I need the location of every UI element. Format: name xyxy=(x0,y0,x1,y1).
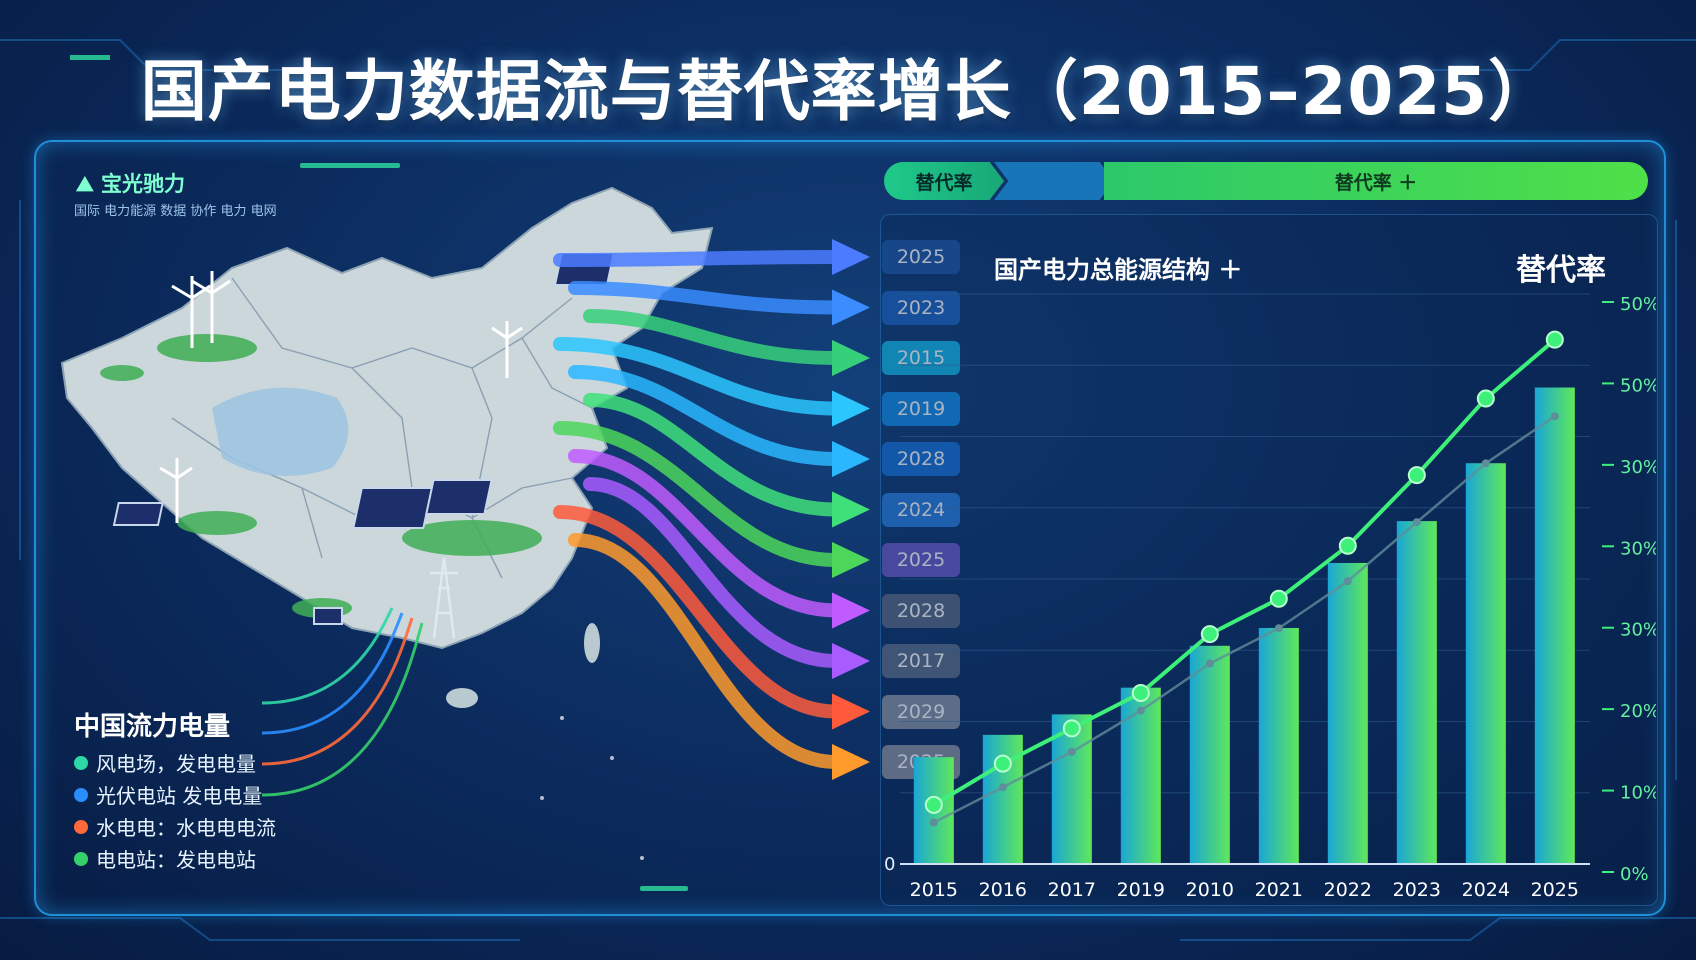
bar-line-chart: 50% 50% 30% 30% 30% 20% 10% 0% 0 2015 2016 2017 2019… xyxy=(884,293,1656,901)
line-point xyxy=(1136,706,1145,715)
legend-item-hydro: 水电电：水电电电流 xyxy=(74,812,276,841)
bar xyxy=(1189,645,1230,864)
brand-logo: ⛰ 宝光驰力 xyxy=(76,168,185,198)
year-pill: 2017 xyxy=(882,644,960,678)
tab-replacement-rate-2[interactable]: 替代率 ＋ xyxy=(1104,162,1648,200)
brand-subtitle: 国际 电力能源 数据 协作 电力 电网 xyxy=(74,204,277,219)
legend-dot xyxy=(74,851,88,866)
legend-label: 电电站：发电电站 xyxy=(96,848,256,872)
year-pill: 2023 xyxy=(882,290,960,325)
legend-dot xyxy=(74,787,88,802)
line-point xyxy=(1205,659,1214,668)
line-point xyxy=(1550,412,1559,421)
x-tick-label: 2024 xyxy=(1462,879,1510,901)
line-point xyxy=(1067,747,1076,756)
bar xyxy=(1396,521,1437,864)
bar xyxy=(1258,627,1299,864)
power-tower-icon xyxy=(430,557,458,639)
bar xyxy=(982,734,1023,864)
line-point xyxy=(1274,624,1283,633)
line-point xyxy=(1407,466,1426,485)
line-point xyxy=(1131,684,1150,702)
x-tick-label: 2019 xyxy=(1117,879,1165,901)
right-tick-label: 50% xyxy=(1620,375,1656,396)
right-tick-label: 0% xyxy=(1620,864,1649,885)
hainan-island xyxy=(446,688,478,708)
line-point xyxy=(924,795,943,814)
right-tick-label: 30% xyxy=(1620,620,1656,641)
line-series-secondary xyxy=(933,415,1556,824)
legend-item-wind: 风电场，发电电量 xyxy=(74,748,256,777)
year-pill: 2019 xyxy=(882,391,960,426)
bar xyxy=(1465,463,1506,864)
year-pill: 2028 xyxy=(882,593,960,628)
tab-spacer xyxy=(994,162,1114,200)
china-map xyxy=(60,186,714,860)
year-pill: 2024 xyxy=(882,492,960,527)
chart-right-axis-title: 替代率 xyxy=(1516,253,1606,288)
tab-label: 替代率 ＋ xyxy=(1334,171,1418,194)
x-tick-label: 2025 xyxy=(1531,879,1579,901)
brand-name: 宝光驰力 xyxy=(100,172,185,196)
x-tick-label: 2021 xyxy=(1255,879,1303,901)
page-title: 国产电力数据流与替代率增长（2015–2025） xyxy=(140,53,1556,130)
legend-connectors xyxy=(261,607,424,797)
tab-bar: 替代率 替代率 ＋ xyxy=(884,162,1648,200)
line-point xyxy=(1269,589,1288,608)
year-pill: 2029 xyxy=(882,694,960,729)
x-tick-label: 2017 xyxy=(1048,879,1096,901)
x-tick-label: 2022 xyxy=(1324,879,1372,901)
year-pill: 2025 xyxy=(882,240,960,274)
map-panel: ⛰ 宝光驰力 国际 电力能源 数据 协作 电力 电网 中国流力电量 风电场，发电… xyxy=(52,158,882,898)
tab-replacement-rate[interactable]: 替代率 xyxy=(884,162,1004,200)
bar xyxy=(1534,387,1575,864)
legend-dot xyxy=(74,819,88,834)
line-point xyxy=(1338,536,1357,555)
year-pill: 2025 xyxy=(882,543,960,577)
legend-title: 中国流力电量 xyxy=(74,712,231,742)
x-tick-label: 2015 xyxy=(910,879,958,901)
tab-label: 替代率 xyxy=(915,171,973,194)
legend-label: 风电场，发电电量 xyxy=(96,752,256,776)
line-point xyxy=(929,818,938,827)
bar xyxy=(1120,687,1161,864)
taiwan-island xyxy=(584,623,600,663)
dashboard-frame xyxy=(34,140,1666,916)
x-tick-label: 2010 xyxy=(1186,879,1234,901)
logo-icon: ⛰ xyxy=(76,172,101,196)
year-pill: 2028 xyxy=(882,442,960,476)
line-point xyxy=(993,754,1012,773)
right-tick-label: 20% xyxy=(1620,701,1656,722)
right-tick-label: 50% xyxy=(1620,294,1656,315)
line-point xyxy=(998,783,1007,792)
line-point xyxy=(1200,625,1219,644)
bar xyxy=(1051,714,1092,864)
wind-turbine-icon xyxy=(159,271,523,523)
year-pill: 2015 xyxy=(882,341,960,375)
legend-dot xyxy=(74,755,88,770)
chart-title: 国产电力总能源结构 ＋ xyxy=(994,256,1243,284)
map-landmass xyxy=(60,186,714,650)
tibet-region xyxy=(212,387,349,476)
right-tick-label: 30% xyxy=(1620,538,1656,559)
bar xyxy=(1327,562,1368,864)
y-zero-label: 0 xyxy=(884,854,895,875)
line-point xyxy=(1545,330,1564,349)
right-tick-label: 10% xyxy=(1620,783,1656,804)
line-point xyxy=(1412,518,1421,527)
right-tick-label: 30% xyxy=(1620,457,1656,478)
legend-item-station: 电电站：发电电站 xyxy=(74,844,256,873)
line-series-main xyxy=(932,338,1557,807)
x-tick-label: 2016 xyxy=(979,879,1027,901)
line-point xyxy=(1481,459,1490,468)
legend-label: 水电电：水电电电流 xyxy=(96,816,276,840)
legend-item-solar: 光伏电站 发电电量 xyxy=(74,780,262,809)
line-point xyxy=(1062,719,1081,738)
line-point xyxy=(1343,577,1352,586)
line-point xyxy=(1476,389,1495,408)
legend-label: 光伏电站 发电电量 xyxy=(96,784,263,808)
x-tick-label: 2023 xyxy=(1393,879,1441,901)
